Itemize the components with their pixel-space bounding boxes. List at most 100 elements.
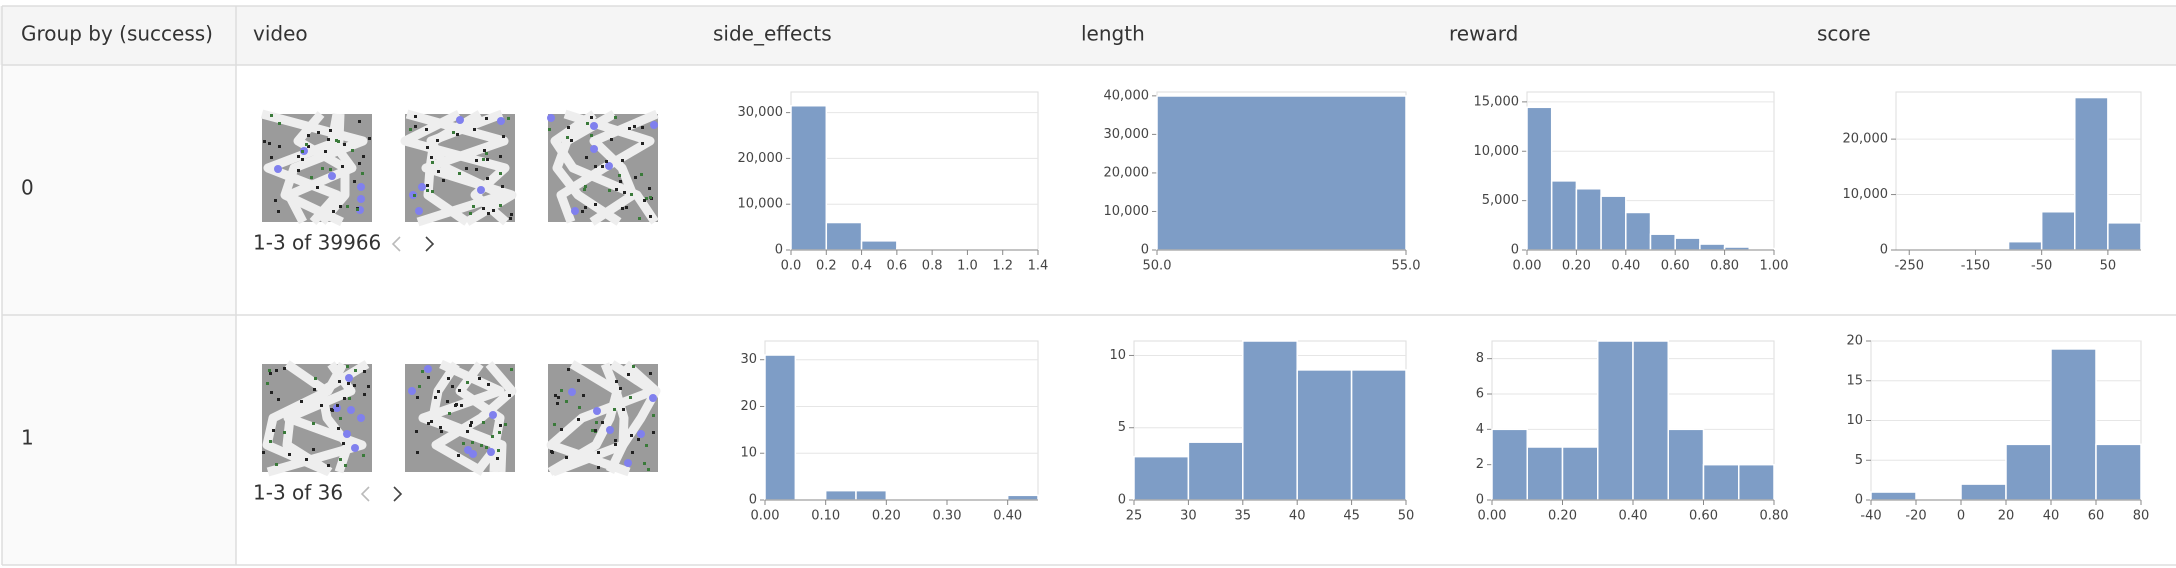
thumbnail-speck: [266, 382, 269, 385]
thumbnail-speck: [346, 365, 349, 368]
thumbnail-speck: [485, 152, 488, 155]
column-header[interactable]: reward: [1449, 22, 1518, 46]
thumbnail-speck: [358, 162, 361, 165]
thumbnail-speck: [625, 206, 628, 209]
y-tick-label: 10: [1109, 348, 1126, 363]
thumbnail-speck: [623, 191, 626, 194]
thumbnail-speck: [316, 186, 319, 189]
thumbnail-dot: [477, 186, 485, 194]
column-header[interactable]: score: [1817, 22, 1871, 46]
thumbnail-speck: [641, 142, 644, 145]
thumbnail-speck: [601, 421, 604, 424]
thumbnail-speck: [470, 421, 473, 424]
plot-frame: [764, 340, 1039, 501]
thumbnail-speck: [499, 424, 502, 427]
thumbnail-speck: [268, 142, 271, 145]
thumbnail-speck: [485, 117, 488, 120]
thumbnail-speck: [305, 143, 308, 146]
thumbnail-path: [431, 361, 517, 476]
column-header[interactable]: length: [1081, 22, 1145, 46]
thumbnail-speck: [324, 150, 327, 153]
thumbnail-speck: [426, 146, 429, 149]
pager-prev[interactable]: [360, 486, 370, 502]
thumbnail-speck: [610, 138, 613, 141]
thumbnail-speck: [630, 193, 633, 196]
thumbnail-speck: [567, 368, 570, 371]
y-tick-label: 10,000: [1843, 187, 1889, 202]
histogram-bar: [1491, 428, 1528, 501]
thumbnail-speck: [300, 400, 303, 403]
thumbnail-speck: [275, 369, 278, 372]
pager-prev[interactable]: [391, 236, 401, 252]
thumbnail-speck: [343, 397, 346, 400]
thumbnail-speck: [437, 170, 440, 173]
thumbnail-dot: [347, 406, 355, 414]
thumbnail-speck: [336, 404, 339, 407]
thumbnail-speck: [608, 189, 611, 192]
video-thumbnail[interactable]: [260, 109, 372, 227]
x-tick-label: 40: [1289, 509, 1306, 524]
y-tick-label: 0: [1476, 493, 1484, 508]
pager-next[interactable]: [425, 236, 435, 252]
thumbnail-speck: [283, 367, 286, 370]
thumbnail-dot: [469, 450, 477, 458]
thumbnail-speck: [437, 390, 440, 393]
y-tick-label: 0: [775, 243, 783, 258]
y-tick-label: 20,000: [738, 151, 784, 166]
thumbnail-speck: [460, 404, 463, 407]
x-tick-label: 35: [1235, 509, 1252, 524]
histogram-bar: [1699, 243, 1726, 251]
x-tick-label: 0.40: [1619, 509, 1648, 524]
histogram-bar: [855, 489, 888, 501]
histogram-bar: [2050, 348, 2097, 501]
thumbnail-speck: [621, 159, 624, 162]
thumbnail-speck: [448, 412, 451, 415]
thumbnail-dot: [408, 387, 416, 395]
thumbnail-speck: [457, 454, 460, 457]
thumbnail-dot: [547, 114, 555, 122]
thumbnail-speck: [446, 400, 449, 403]
thumbnail-speck: [337, 427, 340, 430]
thumbnail-speck: [497, 449, 500, 452]
thumbnail-speck: [577, 379, 580, 382]
video-thumbnail[interactable]: [547, 109, 659, 226]
histogram-bar: [1242, 340, 1298, 501]
histogram-bar: [1156, 95, 1407, 251]
thumbnail-dot: [343, 430, 351, 438]
video-thumbnail[interactable]: [262, 360, 372, 477]
thumbnail-speck: [565, 400, 568, 403]
thumbnail-speck: [594, 203, 597, 206]
column-header[interactable]: Group by (success): [21, 22, 213, 46]
histogram-bar: [1597, 340, 1634, 501]
thumbnail-speck: [439, 426, 442, 429]
x-tick-label: 0.00: [751, 509, 780, 524]
video-thumbnail[interactable]: [546, 360, 661, 477]
column-header[interactable]: side_effects: [713, 22, 832, 46]
thumbnail-speck: [427, 422, 430, 425]
pager-next[interactable]: [393, 486, 403, 502]
histogram-bar: [1561, 446, 1599, 501]
thumbnail-speck: [469, 424, 472, 427]
histogram-bar: [1296, 369, 1353, 501]
thumbnail-speck: [554, 394, 557, 397]
thumbnail-speck: [314, 377, 317, 380]
video-thumbnail[interactable]: [405, 359, 517, 476]
thumbnail-dot: [345, 374, 353, 382]
thumbnail-speck: [597, 451, 600, 454]
video-thumbnail[interactable]: [400, 109, 517, 227]
thumbnail-speck: [597, 466, 600, 469]
y-tick-label: 0: [749, 493, 757, 508]
thumbnail-dot: [487, 448, 495, 456]
thumbnail-speck: [649, 215, 652, 218]
thumbnail-speck: [269, 372, 272, 375]
thumbnail-dot: [590, 122, 598, 130]
thumbnail-speck: [456, 133, 459, 136]
pager-text: 1-3 of 36: [253, 481, 343, 505]
x-tick-label: 20: [1998, 509, 2015, 524]
column-header[interactable]: video: [253, 22, 308, 46]
thumbnail-speck: [430, 420, 433, 423]
histogram-bar: [2007, 240, 2043, 251]
thumbnail-speck: [348, 397, 351, 400]
thumbnail-speck: [614, 116, 617, 119]
thumbnail-speck: [418, 385, 421, 388]
